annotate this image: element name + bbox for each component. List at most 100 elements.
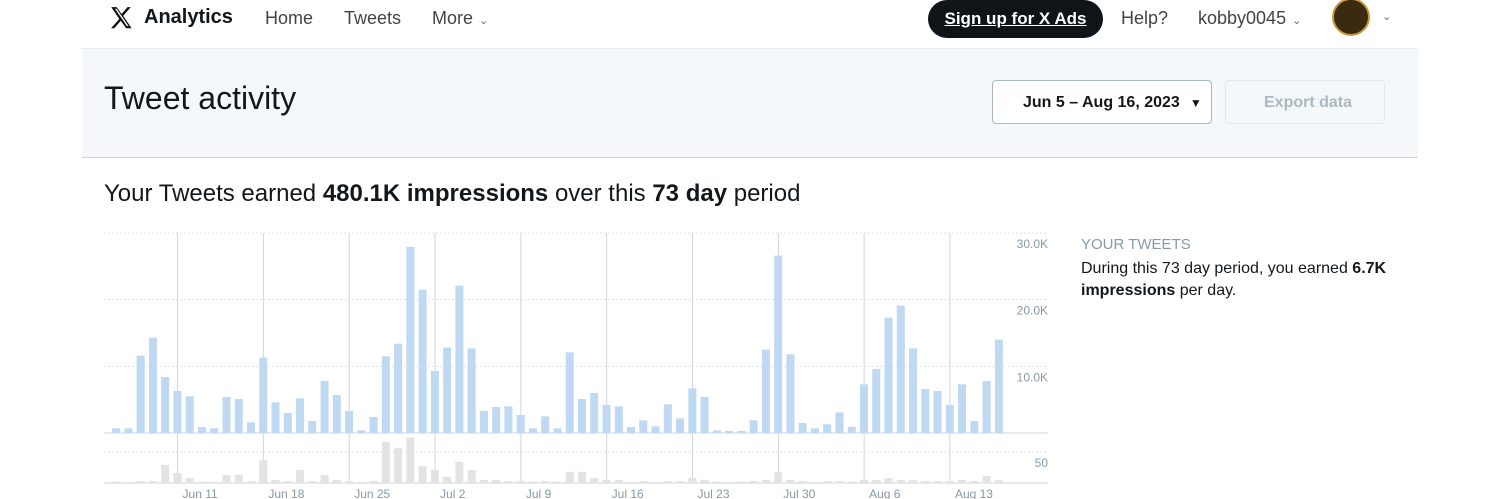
bar [676,418,685,433]
bar [774,471,783,483]
date-range-button[interactable]: Jun 5 – Aug 16, 2023 ▼ [992,80,1212,124]
summary-text: Your Tweets earned [104,180,317,207]
bar [148,337,157,433]
bar [185,478,194,483]
x-tick-label: Jul 23 [697,487,729,499]
page-title: Tweet activity [104,80,297,116]
bar [909,348,918,433]
bar [369,417,378,433]
bar [210,428,219,433]
bar [381,441,390,483]
export-button[interactable]: Export data [1225,80,1385,124]
chevron[interactable]: ⌄ [1382,11,1392,23]
bar [148,481,157,483]
brand[interactable]: Analytics [144,6,233,28]
side-rate: 6.7K impressions [1081,260,1387,299]
bar [553,428,562,433]
bar [246,422,255,433]
bar [369,481,378,483]
user-menu[interactable]: kobby0045 ⌄ [1198,8,1301,29]
bar [430,469,439,483]
bar [847,427,856,433]
bar [982,381,991,433]
bar [737,431,746,433]
bar [737,481,746,483]
bar [921,481,930,483]
bar [516,481,525,483]
bar [627,427,636,433]
x-logo[interactable] [108,5,134,31]
nav-menu[interactable]: More ⌄ [432,8,488,29]
bar [504,406,513,433]
username: kobby0045 [1198,8,1287,28]
bar [430,371,439,433]
bar [234,474,243,483]
summary: Your Tweets earned 480.1K impressions ov… [104,180,800,208]
bar [774,255,783,433]
bar [725,481,734,483]
bar [798,481,807,483]
bar [749,481,758,483]
bar [443,347,452,433]
bar [859,384,868,433]
bar [296,398,305,433]
bar [320,381,329,433]
avatar[interactable] [1332,0,1370,36]
help-link[interactable]: Help? [1121,8,1169,28]
chevron: ▼ [1189,96,1202,110]
x-tick-label: Jul 30 [783,487,815,499]
bar [798,423,807,433]
bar [970,421,979,433]
x-tick-label: Jul 16 [612,487,644,499]
bar [124,481,133,483]
y-tick-label: 30.0K [1017,237,1048,251]
bar [161,377,170,433]
bar [332,395,341,433]
bar [627,481,636,483]
bar [578,399,587,433]
bar [185,396,194,433]
bar [945,481,954,483]
y-tick-label: 50 [1035,456,1049,470]
bar [896,305,905,433]
bar [553,481,562,483]
nav-link[interactable]: Tweets [344,8,402,28]
bar [700,479,709,483]
bar [136,481,145,483]
nav-link[interactable]: Home [265,8,314,28]
bar [982,476,991,483]
bar [528,481,537,483]
bar [112,428,121,433]
bar [786,354,795,433]
bar [725,431,734,433]
bar [332,479,341,483]
bar [810,481,819,483]
bar [835,412,844,433]
bar [418,289,427,433]
bar [406,437,415,483]
bar [161,464,170,483]
bar [884,478,893,483]
bar [320,474,329,483]
bar [970,481,979,483]
bar [541,481,550,483]
bar [283,481,292,483]
bar [259,357,268,433]
bar [639,481,648,483]
bar [823,424,832,433]
bar [958,479,967,483]
bar [124,428,133,433]
signup-button[interactable]: Sign up for X Ads [928,0,1103,38]
bar [872,479,881,483]
x-tick-label: Jun 25 [354,487,390,499]
bar [197,481,206,483]
bar [541,416,550,433]
export-label: Export data [1264,94,1353,111]
date-range: Jun 5 – Aug 16, 2023 [1023,94,1180,111]
side-text-part: During this 73 day period, you earned [1081,260,1348,277]
bar [308,481,317,483]
bar [676,481,685,483]
bar [602,479,611,483]
